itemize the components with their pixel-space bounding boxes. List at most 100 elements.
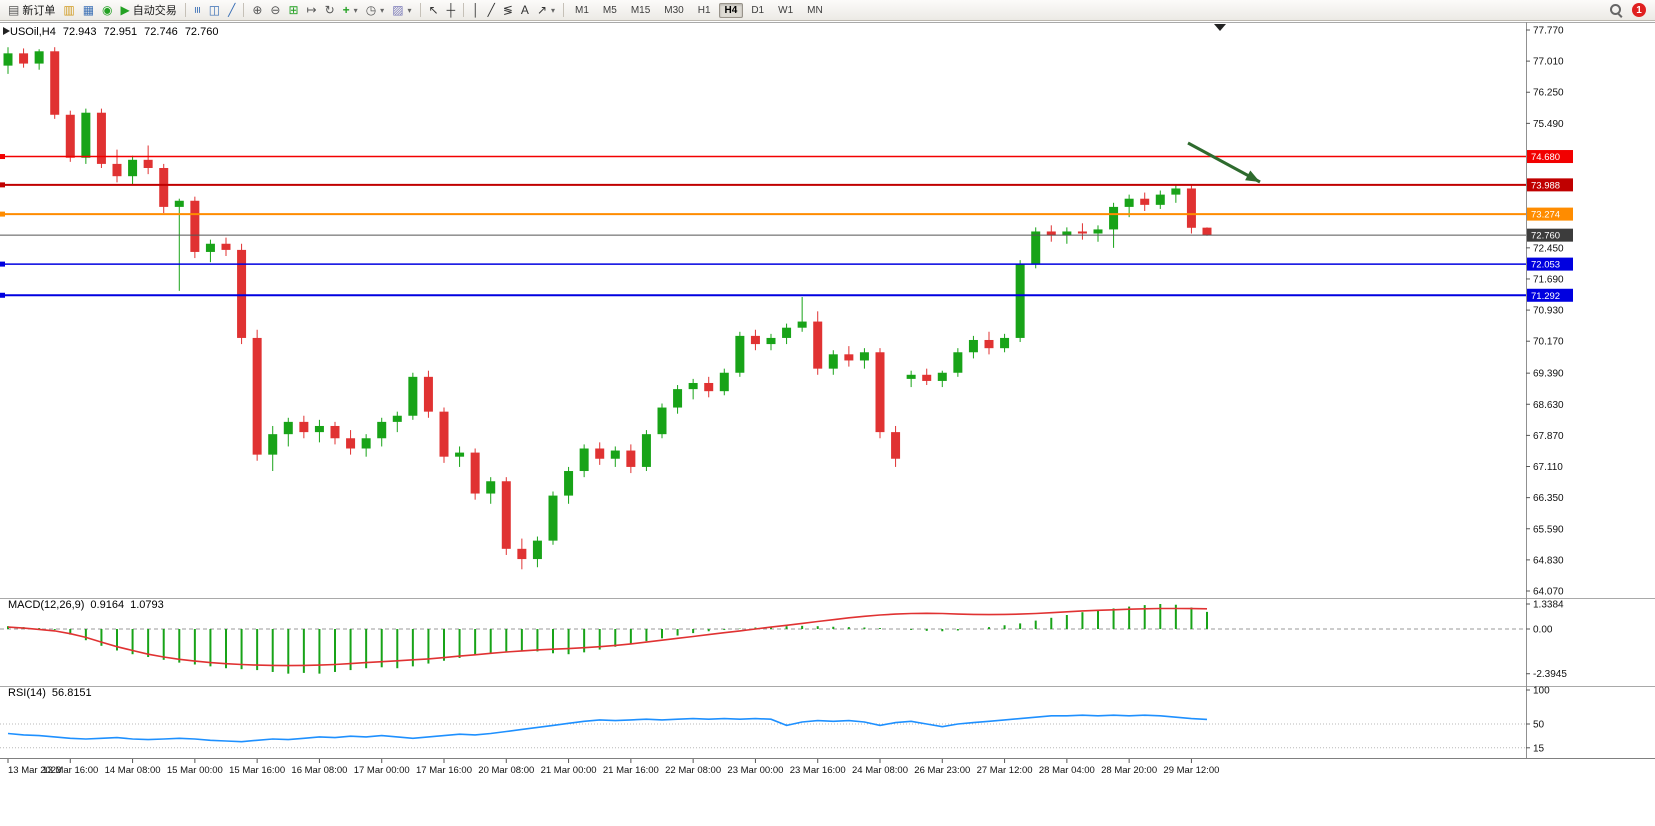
time-label: 24 Mar 08:00 bbox=[852, 765, 908, 776]
candle-body bbox=[813, 321, 823, 369]
candle-body bbox=[1155, 194, 1165, 205]
zoom-in-button[interactable]: ⊕ bbox=[248, 1, 266, 19]
line-mode-button[interactable]: ╱ bbox=[224, 1, 239, 19]
price-badge bbox=[1527, 178, 1573, 192]
cursor-icon: ↖ bbox=[428, 3, 439, 17]
candle-body bbox=[937, 372, 947, 381]
candle-body bbox=[828, 354, 838, 369]
crosshair-tool-button[interactable]: ┼ bbox=[443, 1, 460, 19]
candle-body bbox=[735, 335, 745, 373]
hline-handle[interactable] bbox=[0, 211, 5, 217]
chart-shift-marker[interactable] bbox=[1214, 24, 1226, 31]
timeframe-M30[interactable]: M30 bbox=[664, 5, 684, 16]
indicators-button[interactable]: + ▾ bbox=[339, 1, 362, 19]
time-label: 17 Mar 00:00 bbox=[354, 765, 410, 776]
candle-body bbox=[641, 434, 651, 467]
candle-body bbox=[968, 339, 978, 353]
timeframe-MN[interactable]: MN bbox=[807, 5, 823, 16]
new-order-button[interactable]: ▤ 新订单 bbox=[4, 1, 59, 19]
price-label: 77.010 bbox=[1533, 57, 1564, 68]
candle-body bbox=[564, 471, 574, 496]
price-badge bbox=[1527, 257, 1573, 271]
time-label: 21 Mar 00:00 bbox=[541, 765, 597, 776]
candle-body bbox=[159, 167, 169, 207]
chart-canvas[interactable]: 74.680 73.988 73.274 72.760 72.053 71.292 77.7… bbox=[0, 22, 1655, 780]
search-button[interactable] bbox=[1605, 1, 1627, 19]
candle-body bbox=[891, 432, 901, 459]
candle-body bbox=[859, 352, 869, 361]
candle-body bbox=[1140, 198, 1150, 205]
candle-body bbox=[673, 389, 683, 408]
price-label: 70.170 bbox=[1533, 337, 1564, 348]
candle-body bbox=[548, 495, 558, 541]
timeframe-W1[interactable]: W1 bbox=[778, 5, 794, 16]
candle-body bbox=[953, 352, 963, 373]
bars-mode-button[interactable]: ≡ bbox=[190, 1, 205, 19]
hline-handle[interactable] bbox=[0, 261, 5, 267]
zoom-in-icon: ⊕ bbox=[252, 3, 263, 17]
candle-body bbox=[704, 382, 714, 392]
fibonacci-icon: ≶ bbox=[502, 3, 513, 17]
time-label: 15 Mar 00:00 bbox=[167, 765, 223, 776]
vline-tool-button[interactable]: │ bbox=[468, 1, 484, 19]
periods-button[interactable]: ◷ ▾ bbox=[362, 1, 389, 19]
price-label: 68.630 bbox=[1533, 400, 1564, 411]
trend-arrow-head[interactable] bbox=[1245, 170, 1260, 183]
macd-main-value: 0.9164 bbox=[90, 599, 125, 611]
chart-shift-button[interactable]: ↦ bbox=[303, 1, 321, 19]
time-label: 16 Mar 08:00 bbox=[291, 765, 347, 776]
candle-body bbox=[268, 434, 278, 455]
candle-body bbox=[190, 200, 200, 252]
candle-body bbox=[81, 112, 91, 158]
timeframe-M1[interactable]: M1 bbox=[575, 5, 589, 16]
navigator-icon: ◉ bbox=[102, 3, 113, 17]
timeframe-H4[interactable]: H4 bbox=[718, 3, 744, 18]
candlestick-chart-icon: ◫ bbox=[208, 3, 221, 17]
chart-shift-icon: ↦ bbox=[306, 3, 317, 17]
time-label: 13 Mar 2023 bbox=[8, 765, 61, 776]
candle-body bbox=[3, 53, 13, 66]
candle-body bbox=[112, 163, 122, 177]
time-label: 28 Mar 04:00 bbox=[1039, 765, 1095, 776]
cursor-tool-button[interactable]: ↖ bbox=[425, 1, 443, 19]
time-label: 21 Mar 16:00 bbox=[603, 765, 659, 776]
candle-body bbox=[1062, 231, 1072, 236]
candle-body bbox=[1202, 227, 1212, 236]
price-label: 76.250 bbox=[1533, 88, 1564, 99]
templates-button[interactable]: ▨ ▾ bbox=[388, 1, 415, 19]
candle-body bbox=[237, 249, 247, 338]
candle-body bbox=[797, 321, 807, 328]
fibonacci-tool-button[interactable]: ≶ bbox=[499, 1, 517, 19]
toolbar-separator bbox=[463, 3, 465, 17]
timeframe-H1[interactable]: H1 bbox=[697, 5, 711, 16]
new-order-label: 新订单 bbox=[22, 5, 56, 17]
text-tool-button[interactable]: A bbox=[517, 1, 533, 19]
auto-trading-button[interactable]: ▶ 自动交易 bbox=[117, 1, 181, 19]
auto-scroll-button[interactable]: ↻ bbox=[321, 1, 339, 19]
timeframe-D1[interactable]: D1 bbox=[751, 5, 765, 16]
text-tool-icon: A bbox=[520, 3, 529, 17]
tile-windows-button[interactable]: ⊞ bbox=[284, 1, 302, 19]
price-label: 77.770 bbox=[1533, 26, 1564, 37]
timeframe-M5[interactable]: M5 bbox=[602, 5, 617, 16]
candles-mode-button[interactable]: ◫ bbox=[205, 1, 224, 19]
hline-handle[interactable] bbox=[0, 182, 5, 188]
notification-badge[interactable]: 1 bbox=[1632, 3, 1646, 17]
rsi-header: RSI(14) 56.8151 bbox=[8, 687, 92, 699]
timeframe-M15[interactable]: M15 bbox=[630, 5, 651, 16]
time-label: 22 Mar 08:00 bbox=[665, 765, 721, 776]
market-watch-button[interactable]: ▦ bbox=[79, 1, 98, 19]
trendline-tool-button[interactable]: ╱ bbox=[484, 1, 499, 19]
time-label: 29 Mar 12:00 bbox=[1163, 765, 1219, 776]
hline-handle[interactable] bbox=[0, 154, 5, 160]
candle-body bbox=[470, 452, 480, 494]
hline-handle[interactable] bbox=[0, 292, 5, 298]
zoom-out-button[interactable]: ⊖ bbox=[266, 1, 284, 19]
macd-name: MACD(12,26,9) bbox=[8, 599, 85, 611]
charts-button[interactable]: ▥ bbox=[59, 1, 78, 19]
navigator-button[interactable]: ◉ bbox=[98, 1, 116, 19]
candle-body bbox=[486, 481, 496, 494]
bar-chart-icon: ≡ bbox=[190, 6, 205, 14]
arrows-tool-button[interactable]: ↗ ▾ bbox=[533, 1, 559, 19]
candle-body bbox=[1124, 198, 1134, 207]
